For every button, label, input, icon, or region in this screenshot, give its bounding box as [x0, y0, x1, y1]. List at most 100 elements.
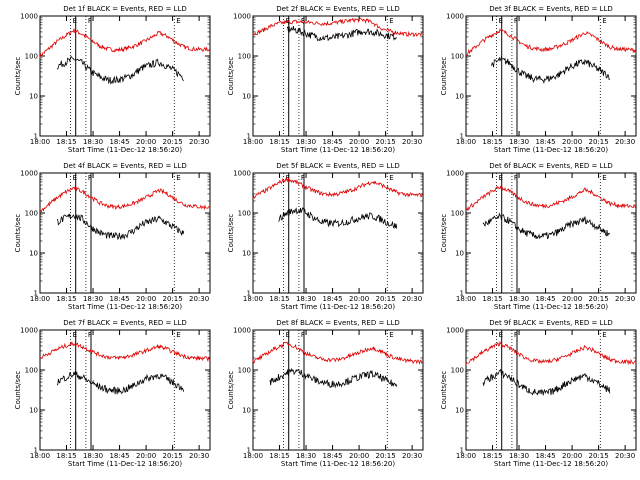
events-series-line [56, 370, 185, 395]
x-tick-label: 20:30 [402, 295, 422, 303]
marker-label: E [176, 174, 180, 182]
y-tick-label: 1000 [233, 13, 251, 21]
marker-label: E [73, 331, 77, 339]
y-axis-label: Counts/sec [14, 214, 22, 253]
events-series-line [56, 55, 184, 85]
y-tick-label: 1 [247, 133, 251, 141]
marker-label: E [176, 331, 180, 339]
x-tick-label: 18:45 [109, 452, 129, 460]
x-tick-label: 20:15 [163, 452, 183, 460]
x-tick-label: 20:00 [136, 452, 156, 460]
chart-title: Det 3f BLACK = Events, RED = LLD [489, 5, 612, 13]
marker-label: F [301, 174, 305, 182]
y-tick-label: 1000 [446, 170, 464, 178]
x-tick-label: 20:00 [349, 138, 369, 146]
y-axis-label: Counts/sec [14, 371, 22, 410]
x-tick-label: 18:00 [30, 295, 50, 303]
y-tick-label: 1000 [20, 13, 38, 21]
y-tick-label: 1 [247, 290, 251, 298]
x-tick-label: 18:45 [535, 138, 555, 146]
plot-frame [465, 172, 637, 294]
plot-frame [252, 172, 424, 294]
y-tick-label: 100 [25, 210, 38, 218]
chart-panel: Det 9f BLACK = Events, RED = LLD 1 10 100 10… [440, 319, 637, 468]
chart-title: Det 1f BLACK = Events, RED = LLD [63, 5, 186, 13]
events-series-line [491, 55, 611, 85]
plot-frame [39, 15, 211, 137]
lld-series-line [252, 176, 423, 199]
marker-label: F [88, 17, 92, 25]
marker-label: E [286, 331, 290, 339]
x-tick-label: 20:30 [402, 452, 422, 460]
y-tick-label: 100 [451, 367, 464, 375]
x-tick-label: 18:45 [535, 295, 555, 303]
x-tick-label: 20:00 [136, 295, 156, 303]
x-tick-label: 18:45 [109, 295, 129, 303]
x-axis-label: Start Time (11-Dec-12 18:56:20) [68, 460, 182, 468]
x-tick-label: 20:15 [376, 295, 396, 303]
plot-frame [465, 15, 637, 137]
x-tick-label: 18:45 [322, 452, 342, 460]
y-axis-label: Counts/sec [227, 57, 235, 96]
chart-panel: Det 4f BLACK = Events, RED = LLD 1 10 100 10… [14, 162, 211, 311]
y-tick-label: 100 [238, 53, 251, 61]
x-tick-label: 18:30 [509, 295, 529, 303]
x-tick-label: 18:00 [456, 452, 476, 460]
x-axis-label: Start Time (11-Dec-12 18:56:20) [494, 303, 608, 311]
chart-panel: Det 6f BLACK = Events, RED = LLD 1 10 100 10… [440, 162, 637, 311]
y-tick-label: 1000 [233, 327, 251, 335]
y-tick-label: 10 [29, 407, 38, 415]
y-axis-label: Counts/sec [14, 57, 22, 96]
events-series-line [278, 207, 398, 230]
plot-frame [252, 329, 424, 451]
x-tick-label: 18:30 [296, 138, 316, 146]
y-tick-label: 100 [451, 210, 464, 218]
y-tick-label: 100 [451, 53, 464, 61]
events-series-line [482, 212, 611, 240]
lld-series-line [39, 340, 210, 363]
y-tick-label: 1000 [446, 13, 464, 21]
x-tick-label: 20:00 [136, 138, 156, 146]
plot-frame [39, 172, 211, 294]
chart-panel: Det 3f BLACK = Events, RED = LLD 1 10 100 10… [440, 5, 637, 154]
lld-series-line [39, 186, 210, 213]
marker-label: E [176, 17, 180, 25]
x-tick-label: 20:30 [615, 138, 635, 146]
x-tick-label: 18:30 [509, 138, 529, 146]
x-tick-label: 20:15 [589, 138, 609, 146]
events-series-line [482, 368, 611, 396]
marker-label: E [602, 174, 606, 182]
chart-title: Det 9f BLACK = Events, RED = LLD [489, 319, 612, 327]
y-tick-label: 100 [25, 367, 38, 375]
y-tick-label: 1 [460, 133, 464, 141]
x-axis-label: Start Time (11-Dec-12 18:56:20) [68, 146, 182, 154]
x-tick-label: 18:00 [456, 295, 476, 303]
x-tick-label: 18:15 [482, 138, 502, 146]
marker-label: E [286, 17, 290, 25]
y-tick-label: 10 [455, 407, 464, 415]
y-tick-label: 10 [29, 250, 38, 258]
x-tick-label: 20:00 [562, 138, 582, 146]
y-tick-label: 1 [34, 133, 38, 141]
lld-series-line [252, 341, 423, 365]
x-tick-label: 20:00 [349, 295, 369, 303]
lld-series-line [252, 17, 423, 38]
x-tick-label: 18:45 [322, 295, 342, 303]
marker-label: F [301, 17, 305, 25]
y-axis-label: Counts/sec [440, 214, 448, 253]
plot-frame [252, 15, 424, 137]
x-tick-label: 20:15 [589, 452, 609, 460]
x-tick-label: 18:00 [30, 452, 50, 460]
x-tick-label: 20:15 [376, 138, 396, 146]
y-tick-label: 10 [455, 93, 464, 101]
x-tick-label: 18:15 [482, 295, 502, 303]
marker-label: E [389, 17, 393, 25]
y-tick-label: 1000 [446, 327, 464, 335]
y-tick-label: 1 [34, 447, 38, 455]
chart-title: Det 5f BLACK = Events, RED = LLD [276, 162, 399, 170]
marker-label: F [301, 331, 305, 339]
x-tick-label: 18:30 [296, 452, 316, 460]
chart-title: Det 2f BLACK = Events, RED = LLD [276, 5, 399, 13]
x-tick-label: 18:15 [269, 138, 289, 146]
